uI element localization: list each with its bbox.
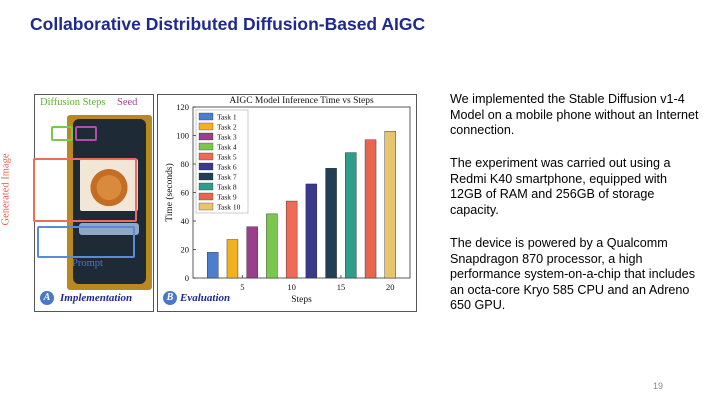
body-paragraph-1: We implemented the Stable Diffusion v1-4… xyxy=(450,92,699,137)
prompt-label: Prompt xyxy=(72,258,103,269)
legend-swatch xyxy=(198,172,214,181)
bar-task-9 xyxy=(364,139,377,279)
legend-label: Task 10 xyxy=(217,203,241,212)
legend-label: Task 5 xyxy=(217,153,237,162)
bar-task-8 xyxy=(345,152,357,279)
bar-task-6 xyxy=(305,183,318,279)
x-tick-label: 15 xyxy=(337,282,346,292)
chart-title: AIGC Model Inference Time vs Steps xyxy=(229,95,374,106)
bar-task-1 xyxy=(207,252,219,279)
y-tick-label: 20 xyxy=(181,245,190,255)
legend-swatch xyxy=(198,132,214,141)
y-tick-label: 60 xyxy=(181,188,190,198)
slide-title: Collaborative Distributed Diffusion-Base… xyxy=(30,14,426,34)
panel-b-letter: B xyxy=(163,291,177,305)
legend-label: Task 6 xyxy=(217,163,237,172)
y-axis-label: Time (seconds) xyxy=(164,163,175,222)
y-tick-label: 100 xyxy=(176,131,189,141)
legend-label: Task 3 xyxy=(217,133,237,142)
y-tick-label: 0 xyxy=(185,273,189,283)
x-axis-label: Steps xyxy=(291,295,312,305)
bar-task-3 xyxy=(246,226,258,279)
seed-highlight xyxy=(75,126,97,141)
diffusion-steps-label: Diffusion Steps xyxy=(40,97,106,108)
bar-task-7 xyxy=(325,168,337,279)
body-paragraph-2: The experiment was carried out using a R… xyxy=(450,156,671,217)
legend-label: Task 7 xyxy=(217,173,237,182)
bar-task-5 xyxy=(285,200,298,279)
generated-image-highlight xyxy=(33,158,137,222)
legend-swatch xyxy=(198,112,214,121)
legend-label: Task 9 xyxy=(217,193,237,202)
generated-cat-image xyxy=(80,159,138,211)
legend-swatch xyxy=(198,182,214,191)
legend-label: Task 1 xyxy=(217,113,237,122)
legend-label: Task 8 xyxy=(217,183,237,192)
y-tick-label: 40 xyxy=(181,216,190,226)
bar-task-2 xyxy=(226,239,239,279)
page-number: 19 xyxy=(653,381,664,391)
seed-label: Seed xyxy=(117,97,138,108)
legend-swatch xyxy=(198,142,214,151)
y-tick-label: 120 xyxy=(176,102,189,112)
x-tick-label: 5 xyxy=(240,282,244,292)
legend-swatch xyxy=(198,122,214,131)
legend-swatch xyxy=(198,152,214,161)
panel-b-caption: Evaluation xyxy=(180,292,231,304)
x-tick-label: 20 xyxy=(386,282,395,292)
panel-a-caption: Implementation xyxy=(60,292,133,304)
legend-label: Task 2 xyxy=(217,123,237,132)
panel-a-letter: A xyxy=(40,291,54,305)
y-tick-label: 80 xyxy=(181,159,190,169)
inference-time-chart: AIGC Model Inference Time vs Steps 0 20 40 6… xyxy=(164,95,411,305)
x-tick-label: 10 xyxy=(287,282,296,292)
legend-label: Task 4 xyxy=(217,143,237,152)
legend-swatch xyxy=(198,202,214,211)
legend-swatch xyxy=(198,192,214,201)
body-paragraph-3: The device is powered by a Qualcomm Snap… xyxy=(450,236,695,312)
prompt-highlight xyxy=(37,226,135,258)
diffusion-steps-highlight xyxy=(51,126,73,141)
bar-task-4 xyxy=(266,213,278,279)
generated-image-label: Generated Image xyxy=(0,153,12,226)
bar-task-10 xyxy=(384,131,396,279)
legend-swatch xyxy=(198,162,214,171)
